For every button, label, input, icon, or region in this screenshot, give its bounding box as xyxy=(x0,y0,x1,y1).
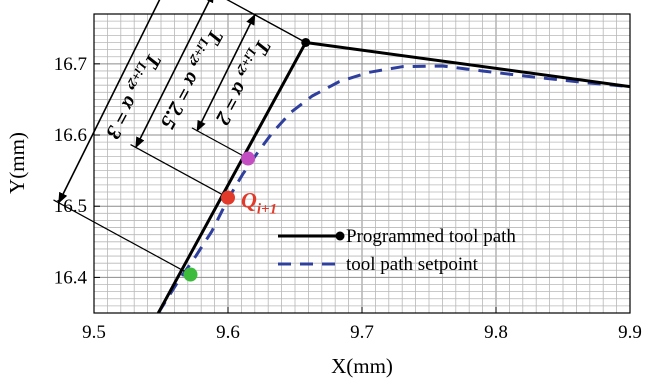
magenta-point xyxy=(241,151,256,166)
x-tick-label: 9.9 xyxy=(618,322,642,343)
setpoint-line xyxy=(157,64,630,313)
extension-line xyxy=(226,0,307,44)
legend-marker-programmed xyxy=(335,231,345,241)
x-tick-label: 9.8 xyxy=(484,322,508,343)
corner-point xyxy=(301,37,311,47)
red-point xyxy=(221,190,235,205)
x-tick-label: 9.7 xyxy=(350,322,374,343)
axis-ticks: 9.5 9.6 9.7 9.8 9.9 16.4 16.5 16.6 16.7 xyxy=(54,54,642,343)
legend-label-setpoint: tool path setpoint xyxy=(346,254,479,275)
extension-line xyxy=(130,144,229,199)
extension-line xyxy=(53,199,191,276)
y-tick-label: 16.5 xyxy=(54,196,87,217)
highlight-points xyxy=(183,37,311,282)
q-label: Qi+1 xyxy=(241,188,277,218)
dimension-arrow xyxy=(58,0,175,204)
x-tick-label: 9.6 xyxy=(216,322,240,343)
y-tick-label: 16.4 xyxy=(54,267,88,288)
legend-label-programmed: Programmed tool path xyxy=(346,226,516,247)
y-tick-label: 16.7 xyxy=(54,54,87,75)
extension-line xyxy=(191,127,249,160)
dimension-label: TLi+2, α = 3 xyxy=(98,48,166,143)
y-axis-label: Y(mm) xyxy=(5,132,29,194)
x-tick-label: 9.5 xyxy=(82,322,106,343)
x-axis-label: X(mm) xyxy=(331,354,393,378)
q-label-text: Qi+1 xyxy=(241,188,277,218)
green-point xyxy=(183,267,198,282)
y-tick-label: 16.6 xyxy=(54,125,87,146)
legend: Programmed tool path tool path setpoint xyxy=(278,226,516,275)
